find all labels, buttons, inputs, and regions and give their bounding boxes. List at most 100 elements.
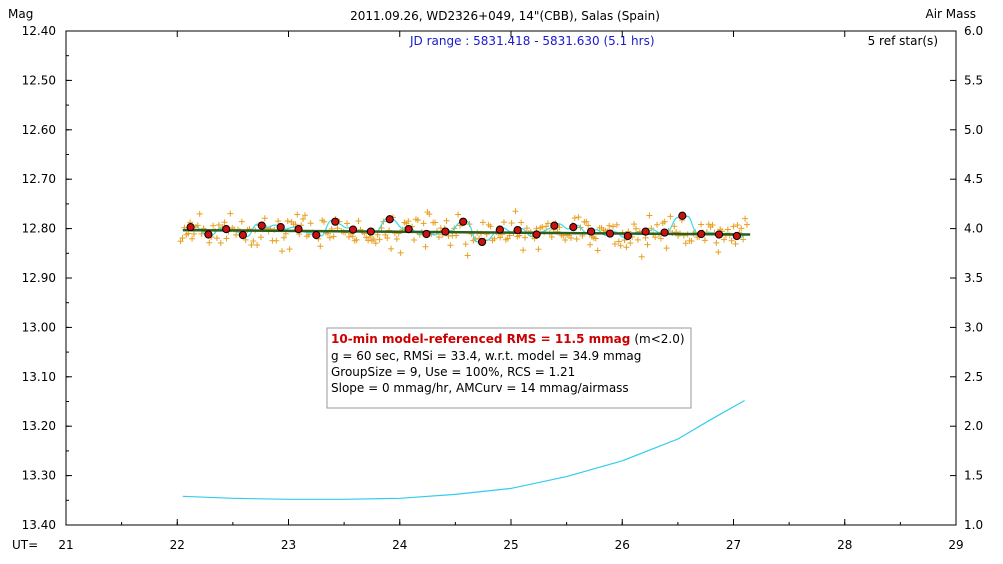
y-tick-label-right: 5.5 [964,73,983,87]
raw-point [248,241,255,248]
y-tick-label-right: 1.5 [964,469,983,483]
x-tick-label: 25 [503,538,518,552]
ref-stars-label: 5 ref star(s) [868,34,938,48]
grouped-points-layer [186,211,741,247]
x-tick-label: 28 [837,538,852,552]
grouped-point [312,230,321,240]
raw-point [455,211,462,218]
grouped-point [697,229,706,239]
raw-point [447,242,454,249]
raw-point [284,218,291,225]
grouped-point [257,221,266,230]
raw-point [190,230,197,237]
raw-point [479,219,486,226]
raw-point [740,236,747,243]
raw-point [661,218,668,225]
raw-point [344,220,351,227]
raw-point [273,237,280,244]
raw-point [654,221,661,228]
y-tick-label-left: 13.30 [22,469,56,483]
grouped-point [623,231,632,241]
jd-range-label: JD range : 5831.418 - 5831.630 (5.1 hrs) [409,34,655,48]
raw-point [646,212,653,219]
model-line-layer [182,228,751,236]
grouped-point [605,229,615,238]
grouped-point [186,223,195,232]
raw-point [617,242,624,249]
raw-point [500,219,507,226]
raw-point [432,219,439,226]
raw-point [606,222,613,229]
raw-point [384,235,391,242]
raw-point [317,243,324,250]
raw-point [592,235,599,242]
raw-point [376,236,383,243]
raw-point [539,223,546,230]
x-tick-label: 23 [281,538,296,552]
y-tick-label-right: 1.0 [964,518,983,532]
raw-point [734,221,741,228]
raw-point [221,219,228,226]
raw-point [544,220,551,227]
grouped-point [513,225,522,235]
raw-point [345,233,352,240]
grouped-point [495,225,504,234]
raw-point [512,208,519,215]
raw-point [657,235,664,242]
grouped-point [660,228,669,237]
raw-point [250,238,257,245]
y-tick-label-left: 12.60 [22,123,56,137]
raw-point [732,240,739,247]
raw-point [353,236,360,243]
grouped-point [532,230,541,239]
y-tick-label-left: 13.20 [22,419,56,433]
x-tick-label: 22 [170,538,185,552]
raw-point [196,210,203,217]
grouped-point [441,227,450,236]
raw-point [633,225,639,232]
raw-point [663,245,670,252]
y-tick-label-left: 13.10 [22,370,56,384]
raw-point [206,239,213,246]
x-tick-label: 27 [726,538,741,552]
grouped-point [569,223,578,232]
raw-point [217,240,224,247]
raw-point [397,249,404,256]
x-tick-label: 21 [58,538,73,552]
raw-point [223,235,230,242]
raw-point [623,244,630,251]
raw-point [365,237,372,244]
raw-point [713,239,720,246]
raw-point [520,247,527,254]
y-tick-label-left: 12.40 [22,24,56,38]
raw-point [497,234,504,241]
raw-point [301,212,308,219]
raw-point [426,211,433,218]
raw-point [573,235,580,242]
raw-point [742,215,749,222]
raw-point [491,235,498,242]
raw-point [615,238,622,245]
raw-point [280,234,287,241]
stats-line-1: g = 60 sec, RMSi = 33.4, w.r.t. model = … [331,349,641,363]
y-tick-label-right: 3.0 [964,320,983,334]
raw-point [227,210,234,217]
x-tick-label: 24 [392,538,407,552]
x-axis-title: UT= [12,538,38,552]
grouped-point [422,229,431,239]
grouped-point [678,211,687,220]
y-tick-label-right: 2.0 [964,419,983,433]
raw-point [671,223,678,230]
grouped-point [331,217,340,226]
raw-point [487,223,494,230]
airmass-curve [182,399,745,500]
raw-point [523,225,530,232]
y-tick-label-left: 13.00 [22,320,56,334]
raw-point [738,225,745,232]
raw-point [730,223,737,230]
grouped-point [459,217,468,226]
raw-point [562,237,569,244]
raw-point [652,234,659,241]
